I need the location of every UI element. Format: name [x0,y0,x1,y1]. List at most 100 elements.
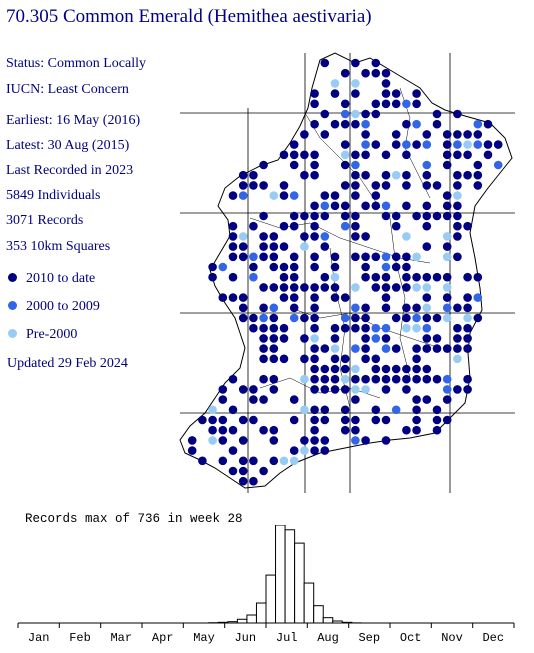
record-dot [340,425,350,435]
record-dot [238,436,248,445]
record-dot [442,130,452,139]
record-dot [279,323,289,333]
record-dot [228,425,238,435]
record-dot [330,201,340,211]
record-dot [381,79,391,88]
record-dot [289,160,299,170]
record-dot [289,272,299,282]
record-dot [453,191,462,200]
record-dot [249,415,258,425]
record-dot [340,385,350,394]
record-dot [402,364,411,374]
record-dot [259,252,268,262]
record-dot [402,374,411,384]
iucn-text: IUCN: Least Concern [6,82,129,97]
legend-label-old: Pre-2000 [26,327,78,342]
record-dot [442,283,452,292]
last-recorded-text: Last Recorded in 2023 [6,163,134,178]
record-dot [279,354,289,364]
record-dot [422,242,432,251]
record-dot [269,242,279,251]
histogram-bar [236,618,248,624]
record-dot [310,334,319,343]
record-dot [463,293,472,302]
record-dot [269,191,279,200]
histogram-bar [246,614,257,624]
histogram-bar [255,602,267,624]
record-dot [279,262,289,272]
record-dot [320,415,330,425]
record-dot [187,436,197,445]
record-dot [412,272,421,282]
record-dot [259,211,268,221]
record-dot [422,323,432,333]
record-dot [330,364,340,374]
record-dot [228,466,238,476]
record-dot [442,140,452,149]
record-dot [361,119,370,129]
record-dot [402,150,411,160]
record-dot [483,140,493,149]
record-dot [381,323,391,333]
record-dot [310,303,319,313]
record-dot [310,160,319,170]
record-dot [412,323,421,333]
record-dot [361,170,370,180]
record-dot [228,374,238,384]
record-dot [463,323,472,333]
record-dot [402,140,411,149]
record-dot [330,79,340,88]
record-dot [351,313,360,323]
latest-text: Latest: 30 Aug (2015) [6,138,130,153]
record-dot [391,405,401,415]
record-dot [340,201,350,211]
record-dot [422,334,432,343]
record-dot [402,272,411,282]
record-dot [279,181,289,190]
record-dot [463,150,472,160]
record-dot [463,130,472,139]
record-dot [310,119,319,129]
record-dot [463,385,472,394]
record-dot [453,170,462,180]
record-dot [340,160,350,170]
record-dot [412,415,421,425]
record-dot [249,221,258,231]
record-dot [391,252,401,262]
record-dot [320,58,330,68]
record-dot [269,334,279,343]
record-dot [269,252,279,262]
record-dot [289,313,299,323]
record-dot [249,272,258,282]
record-dot [340,364,350,374]
record-dot [340,354,350,364]
record-dot [402,119,411,129]
record-dot [442,303,452,313]
record-dot [371,364,381,374]
record-dot [320,385,330,394]
record-dot [442,160,452,170]
record-dot [249,385,258,394]
record-dot [340,150,350,160]
record-dot [391,130,401,139]
record-dot [289,262,299,272]
record-dot [453,385,462,394]
record-dot [412,99,421,109]
record-dot [228,232,238,241]
record-dot [300,130,309,139]
record-dot [361,140,370,149]
record-dot [453,150,462,160]
record-dot [412,119,421,129]
histogram-bar [294,542,305,624]
record-dot [391,89,401,98]
record-dot [310,354,319,364]
record-dot [310,89,319,98]
record-dot [238,232,248,241]
record-dot [381,170,391,180]
histogram-bar [313,605,324,624]
record-dot [249,323,258,333]
record-dot [310,405,319,415]
record-dot [412,140,421,149]
record-dot [259,344,268,353]
record-dot [320,130,330,139]
